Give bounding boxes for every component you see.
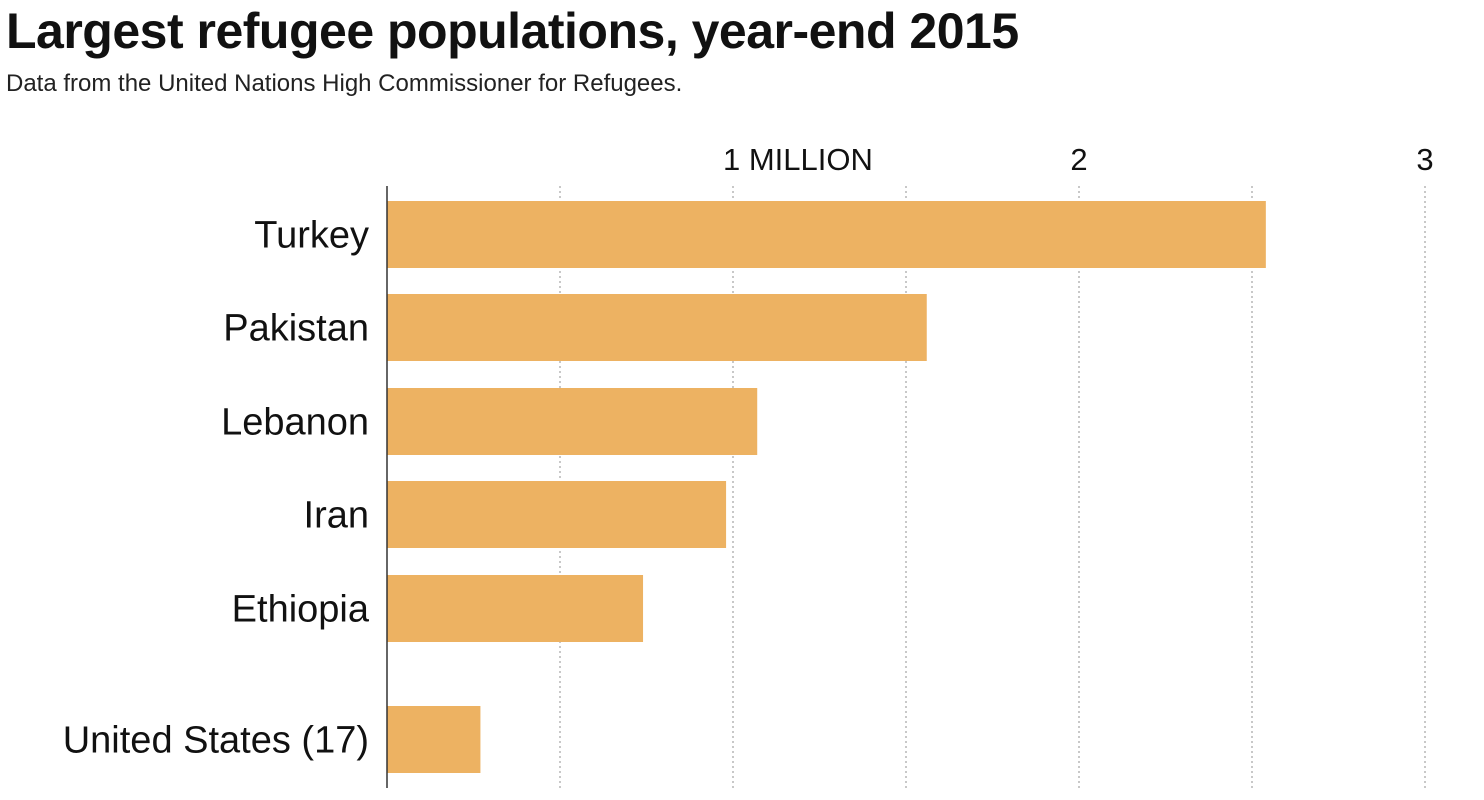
- category-label: Iran: [304, 495, 369, 537]
- bar-ethiopia: [387, 575, 644, 642]
- chart-title: Largest refugee populations, year-end 20…: [6, 3, 1019, 59]
- bar-pakistan: [387, 294, 927, 361]
- category-label: Pakistan: [223, 308, 369, 350]
- chart-subtitle: Data from the United Nations High Commis…: [6, 70, 683, 97]
- bar-lebanon: [387, 388, 758, 455]
- tick-label: 1 MILLION: [723, 142, 873, 177]
- tick-labels: 1 MILLION 2 3: [723, 142, 1434, 177]
- tick-label: 2: [1070, 142, 1087, 177]
- tick-label: 3: [1416, 142, 1433, 177]
- bar-iran: [387, 481, 727, 548]
- category-label: United States (17): [63, 720, 369, 762]
- category-label: Lebanon: [221, 402, 369, 444]
- category-label: Turkey: [254, 215, 369, 257]
- category-labels: Turkey Pakistan Lebanon Iran Ethiopia United …: [63, 215, 370, 762]
- bar-turkey: [387, 201, 1266, 268]
- category-label: Ethiopia: [232, 589, 370, 631]
- bars: [387, 201, 1266, 773]
- bar-united-states-17: [387, 706, 481, 773]
